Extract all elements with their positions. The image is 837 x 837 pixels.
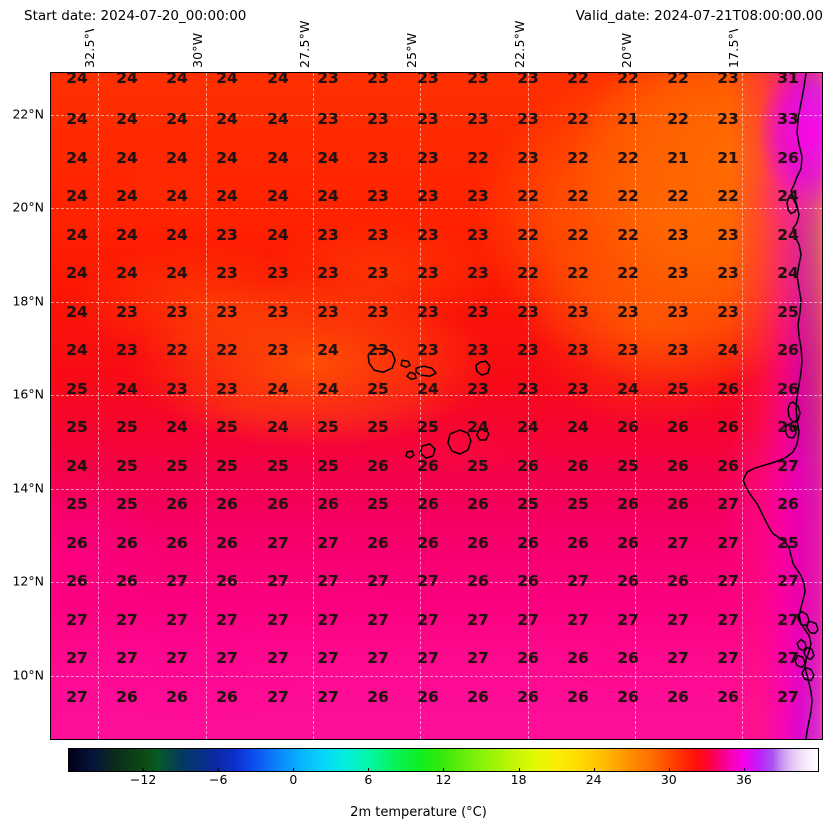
valid-date-label: Valid_date: 2024-07-21T08:00:00.00 [567,6,831,29]
y-axis-tick-label: 22°N [12,106,44,122]
start-date-label: Start date: 2024-07-20_00:00:00 [16,6,255,29]
map-plot-area[interactable]: 24 24 24 24 24 23 23 23 23 23 22 22 22 23 31 24 24 24 24 24… [50,72,823,740]
colorbar-ticks: −12 −6 0 6 12 18 24 30 36 [68,768,819,796]
colorbar-tick-mark [368,768,370,772]
colorbar-tick-label: 12 [436,768,451,787]
colorbar-tick-mark [143,768,145,772]
colorbar-tick-label: 0 [289,768,297,787]
y-axis-tick-label: 20°N [12,199,44,215]
y-axis-tick-label: 18°N [12,293,44,309]
colorbar-tick-label: 6 [364,768,372,787]
y-axis-tick-label: 16°N [12,386,44,402]
colorbar-tick-label: −6 [209,768,227,787]
colorbar-tick-mark [668,768,670,772]
colorbar-tick-label: 24 [586,768,602,787]
y-axis-tick-label: 12°N [12,573,44,589]
colorbar-tick-mark [293,768,295,772]
colorbar-tick-label: 36 [736,768,752,787]
x-axis-tick-label: 30°W [189,32,205,68]
colorbar-tick-mark [218,768,220,772]
colorbar-tick-label: 18 [511,768,527,787]
x-axis-tick-label: 25°W [404,32,420,68]
colorbar-tick-mark [443,768,445,772]
colorbar-tick-mark [518,768,520,772]
y-axis-left: 22°N 20°N 18°N 16°N 14°N 12°N 10°N [0,72,50,740]
colorbar-tick-mark [743,768,745,772]
y-axis-tick-label: 10°N [12,667,44,683]
colorbar-tick-label: 30 [661,768,677,787]
temperature-field [51,73,822,739]
x-axis-tick-label: 27.5°W [296,20,312,68]
x-axis-tick-label: 20°W [619,32,635,68]
colorbar-tick-label: −12 [130,768,156,787]
coastline-overlay [367,73,819,739]
y-axis-tick-label: 14°N [12,480,44,496]
x-axis-tick-label: 22.5°W [511,20,527,68]
colorbar-axis-label: 2m temperature (°C) [350,805,487,820]
colorbar-tick-mark [593,768,595,772]
colorbar-gradient [69,749,818,771]
